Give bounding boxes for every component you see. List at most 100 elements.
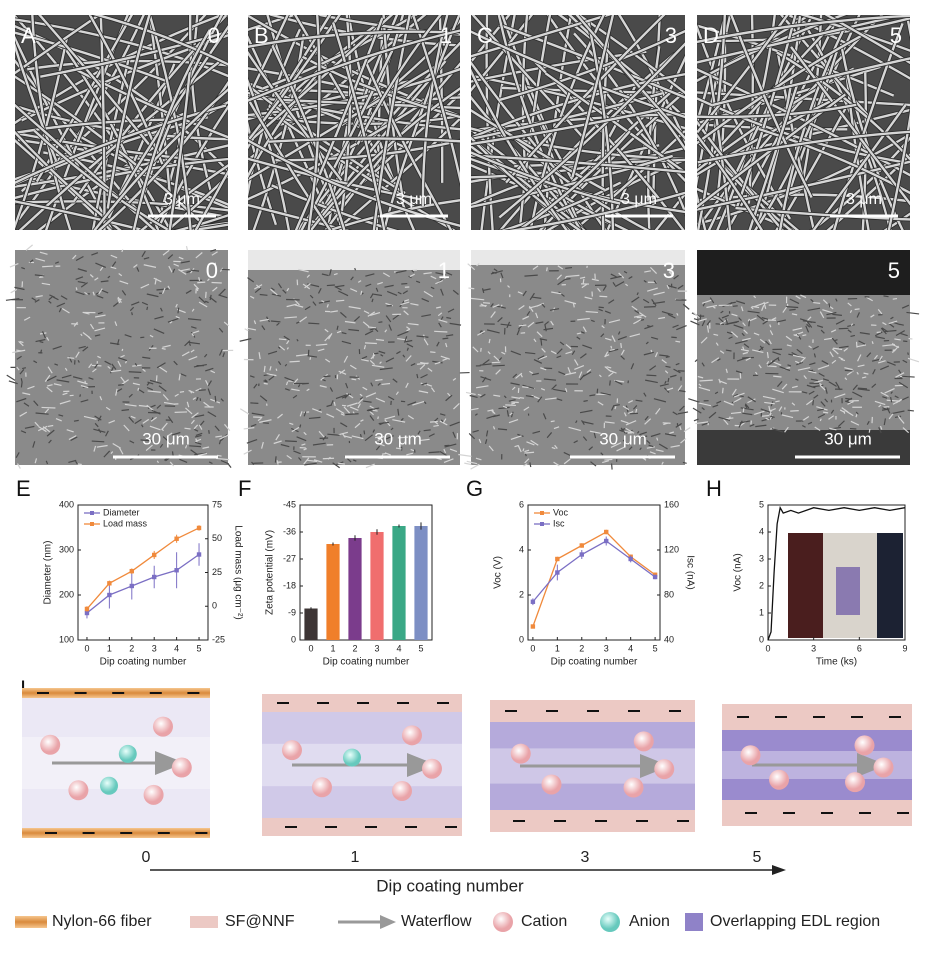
texture xyxy=(264,366,265,372)
x-tick-label: 3 xyxy=(604,643,609,653)
panel-letter: B xyxy=(254,23,269,48)
texture xyxy=(829,303,830,307)
texture xyxy=(789,309,795,310)
y-tick-label: 5 xyxy=(759,499,764,509)
texture xyxy=(430,422,438,423)
dip-number: 0 xyxy=(206,258,218,283)
texture xyxy=(675,341,680,342)
legend-anion xyxy=(600,912,620,932)
texture xyxy=(636,409,637,413)
texture xyxy=(434,331,447,332)
texture xyxy=(367,410,373,411)
y2-tick-label: 50 xyxy=(212,533,222,543)
dip-number: 1 xyxy=(440,23,452,48)
texture xyxy=(308,323,319,324)
texture xyxy=(813,303,820,304)
texture xyxy=(180,392,184,393)
scale-label: 30 μm xyxy=(142,429,190,448)
scale-label: 3 μm xyxy=(846,191,882,208)
bar xyxy=(304,609,317,641)
texture xyxy=(275,456,276,462)
texture xyxy=(522,387,528,388)
x-tick-label: 0 xyxy=(765,643,770,653)
y2-tick-label: 0 xyxy=(212,601,217,611)
legend-sf xyxy=(190,916,218,928)
panel-letter: F xyxy=(238,476,251,501)
texture xyxy=(285,441,297,442)
cation xyxy=(68,780,88,800)
texture xyxy=(122,349,123,351)
x-tick-label: 4 xyxy=(628,643,633,653)
texture xyxy=(310,357,311,360)
legend-marker xyxy=(540,511,544,515)
cation xyxy=(40,735,60,755)
x-tick-label: 2 xyxy=(352,643,357,653)
x-tick-label: 3 xyxy=(374,643,379,653)
sem-bottom-band xyxy=(697,430,910,465)
texture xyxy=(523,448,524,451)
texture xyxy=(505,405,516,406)
texture xyxy=(129,372,142,373)
anion xyxy=(100,777,118,795)
x-tick-label: 1 xyxy=(330,643,335,653)
cation xyxy=(172,758,192,778)
legend-marker xyxy=(90,511,94,515)
legend-marker xyxy=(540,522,544,526)
dip-number: 5 xyxy=(888,258,900,283)
texture xyxy=(361,434,362,437)
texture xyxy=(492,365,504,366)
texture xyxy=(902,376,915,377)
y-tick-label: 200 xyxy=(59,589,74,599)
marker xyxy=(85,607,89,611)
y-tick-label: -36 xyxy=(283,526,296,536)
cation xyxy=(654,759,674,779)
x-tick-label: 1 xyxy=(107,643,112,653)
marker xyxy=(107,593,111,597)
x-tick-label: 9 xyxy=(902,643,907,653)
marker xyxy=(580,552,584,556)
texture xyxy=(739,396,743,397)
texture xyxy=(877,332,881,333)
texture xyxy=(630,413,638,414)
y-tick-label: 0 xyxy=(519,634,524,644)
x-tick-label: 2 xyxy=(129,643,134,653)
texture xyxy=(327,285,335,286)
legend-label: SF@NNF xyxy=(225,913,295,930)
texture xyxy=(671,337,676,338)
texture xyxy=(471,464,480,469)
texture xyxy=(186,246,187,250)
texture xyxy=(893,299,897,300)
texture xyxy=(695,360,697,362)
texture xyxy=(884,296,889,297)
marker xyxy=(531,624,535,628)
texture xyxy=(352,379,357,380)
texture xyxy=(67,358,74,359)
cation xyxy=(392,781,412,801)
texture xyxy=(551,421,555,422)
inset-dark xyxy=(877,533,903,638)
x-tick-label: 4 xyxy=(174,643,179,653)
texture xyxy=(338,463,345,464)
texture xyxy=(162,348,166,349)
texture xyxy=(199,390,206,391)
y2-axis-label: Load mass (μg cm⁻²) xyxy=(232,525,243,619)
y-tick-label: 3 xyxy=(759,553,764,563)
y-tick-label: 400 xyxy=(59,499,74,509)
cation xyxy=(855,735,875,755)
cation xyxy=(769,770,789,790)
series-line xyxy=(533,541,655,602)
panel-letter: D xyxy=(703,23,719,48)
texture xyxy=(520,398,525,399)
marker xyxy=(555,557,559,561)
x-tick-label: 5 xyxy=(197,643,202,653)
texture xyxy=(767,352,768,358)
texture xyxy=(723,388,724,394)
legend-label: Diameter xyxy=(103,507,140,517)
texture xyxy=(189,446,201,447)
dip-number: 3 xyxy=(663,258,675,283)
y-tick-label: -18 xyxy=(283,580,296,590)
x-tick-label: 0 xyxy=(308,643,313,653)
cation xyxy=(542,774,562,794)
legend-label: Load mass xyxy=(103,518,148,528)
marker xyxy=(197,552,201,556)
